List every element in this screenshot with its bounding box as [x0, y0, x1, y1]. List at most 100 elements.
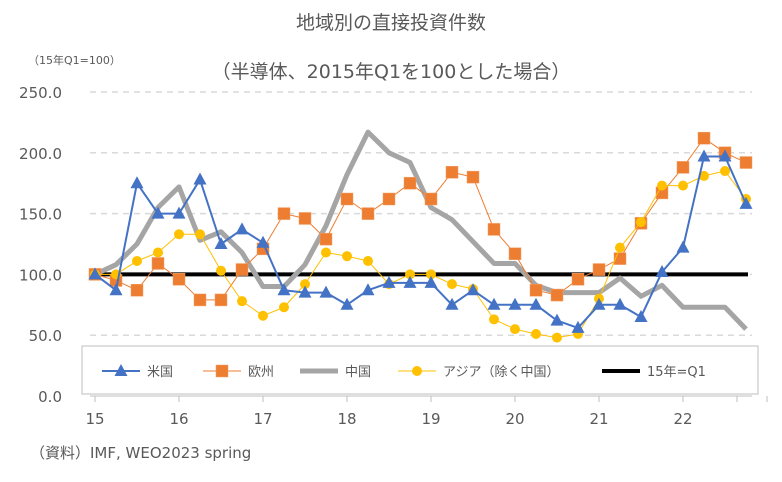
- data-point-us: [256, 235, 270, 248]
- data-point-asia: [153, 247, 163, 258]
- data-point-asia: [195, 229, 205, 240]
- data-point-us: [550, 313, 564, 326]
- data-point-eu: [403, 176, 417, 190]
- series-line-us: [94, 155, 747, 329]
- data-point-us: [445, 297, 459, 310]
- data-point-us: [529, 297, 543, 310]
- series-line-asia: [95, 170, 747, 339]
- chart-title: 地域別の直接投資件数: [296, 12, 486, 34]
- data-point-eu: [214, 293, 228, 307]
- data-point-asia: [216, 265, 226, 276]
- data-point-asia: [552, 332, 562, 343]
- x-tick-label: 15: [85, 410, 104, 428]
- chart-subtitle: （半導体、2015年Q1を100とした場合）: [212, 61, 571, 83]
- series-us: [88, 149, 753, 333]
- data-point-eu: [151, 257, 165, 270]
- data-point-us: [298, 285, 312, 298]
- data-point-us: [361, 283, 375, 296]
- data-point-us: [592, 297, 606, 310]
- data-point-asia: [489, 314, 499, 325]
- data-point-us: [235, 222, 249, 235]
- data-point-asia: [531, 328, 541, 339]
- y-tick-label: 0.0: [38, 388, 62, 406]
- series-china: [93, 129, 748, 331]
- data-point-asia: [237, 296, 247, 307]
- data-point-eu: [697, 131, 711, 145]
- data-point-us: [718, 149, 732, 162]
- data-point-asia: [615, 242, 625, 253]
- y-tick-label: 200.0: [19, 145, 62, 163]
- data-point-eu: [739, 156, 753, 169]
- legend-label-china: 中国: [345, 365, 371, 380]
- data-point-eu: [466, 170, 480, 184]
- data-point-asia: [720, 166, 730, 177]
- data-point-eu: [592, 263, 606, 276]
- x-tick-label: 18: [337, 410, 356, 428]
- legend-item-china: 中国: [300, 365, 371, 380]
- data-point-asia: [279, 302, 289, 313]
- source-note: （資料）IMF, WEO2023 spring: [30, 444, 251, 462]
- y-tick-label: 150.0: [19, 206, 62, 224]
- data-point-asia: [657, 180, 667, 191]
- legend-item-asia: アジア（除く中国）: [398, 365, 559, 380]
- data-point-asia: [132, 256, 142, 267]
- data-point-asia: [678, 180, 688, 191]
- data-point-eu: [571, 273, 585, 286]
- data-point-asia: [699, 170, 709, 181]
- data-point-eu: [340, 192, 354, 206]
- data-point-eu: [130, 283, 144, 297]
- unit-label: （15年Q1=100）: [28, 53, 121, 67]
- data-point-us: [613, 297, 627, 310]
- data-point-us: [676, 240, 690, 253]
- x-tick-label: 21: [589, 410, 608, 428]
- data-point-us: [319, 285, 333, 298]
- data-point-eu: [172, 273, 186, 286]
- data-point-us: [277, 283, 291, 296]
- legend-label-asia: アジア（除く中国）: [443, 365, 559, 380]
- data-point-eu: [508, 247, 522, 260]
- data-point-us: [466, 283, 480, 296]
- data-point-eu: [487, 223, 501, 236]
- data-point-eu: [529, 283, 543, 297]
- data-point-asia: [636, 217, 646, 228]
- data-point-asia: [258, 310, 268, 321]
- data-point-eu: [277, 207, 291, 220]
- legend-label-us: 米国: [147, 365, 173, 380]
- data-point-us: [655, 264, 669, 277]
- data-point-asia: [447, 279, 457, 290]
- data-point-asia: [321, 247, 331, 258]
- data-point-us: [214, 237, 228, 249]
- data-point-us: [88, 267, 102, 280]
- legend-item-base: 15年=Q1: [602, 365, 706, 380]
- series-asia: [90, 166, 751, 343]
- x-tick-label: 17: [253, 410, 272, 428]
- x-tick-label: 20: [505, 410, 524, 428]
- data-point-eu: [361, 207, 375, 220]
- series-lines: [88, 129, 753, 343]
- data-point-us: [340, 297, 354, 310]
- data-point-us: [424, 275, 438, 288]
- data-point-eu: [382, 192, 396, 206]
- data-point-asia: [363, 256, 373, 267]
- data-point-us: [151, 206, 165, 219]
- data-point-us: [634, 309, 648, 322]
- legend: 米国 欧州 中国 アジア（除く中国） 15年=Q1: [81, 345, 759, 395]
- data-point-asia: [405, 269, 415, 280]
- x-tick-label: 22: [673, 410, 692, 428]
- data-point-us: [193, 172, 207, 185]
- data-point-eu: [445, 166, 459, 179]
- data-point-eu: [676, 161, 690, 174]
- data-point-eu: [193, 293, 207, 307]
- x-tick-label: 19: [421, 410, 440, 428]
- legend-item-us: 米国: [102, 364, 173, 380]
- y-axis-ticks: 0.0 50.0 100.0 150.0 200.0 250.0: [19, 84, 62, 406]
- data-point-us: [487, 297, 501, 310]
- data-point-us: [697, 149, 711, 162]
- data-point-us: [571, 320, 585, 333]
- data-point-us: [382, 275, 396, 288]
- data-point-us: [508, 297, 522, 310]
- legend-label-base: 15年=Q1: [647, 365, 706, 380]
- legend-marker-asia: [412, 366, 422, 376]
- data-point-eu: [235, 263, 249, 276]
